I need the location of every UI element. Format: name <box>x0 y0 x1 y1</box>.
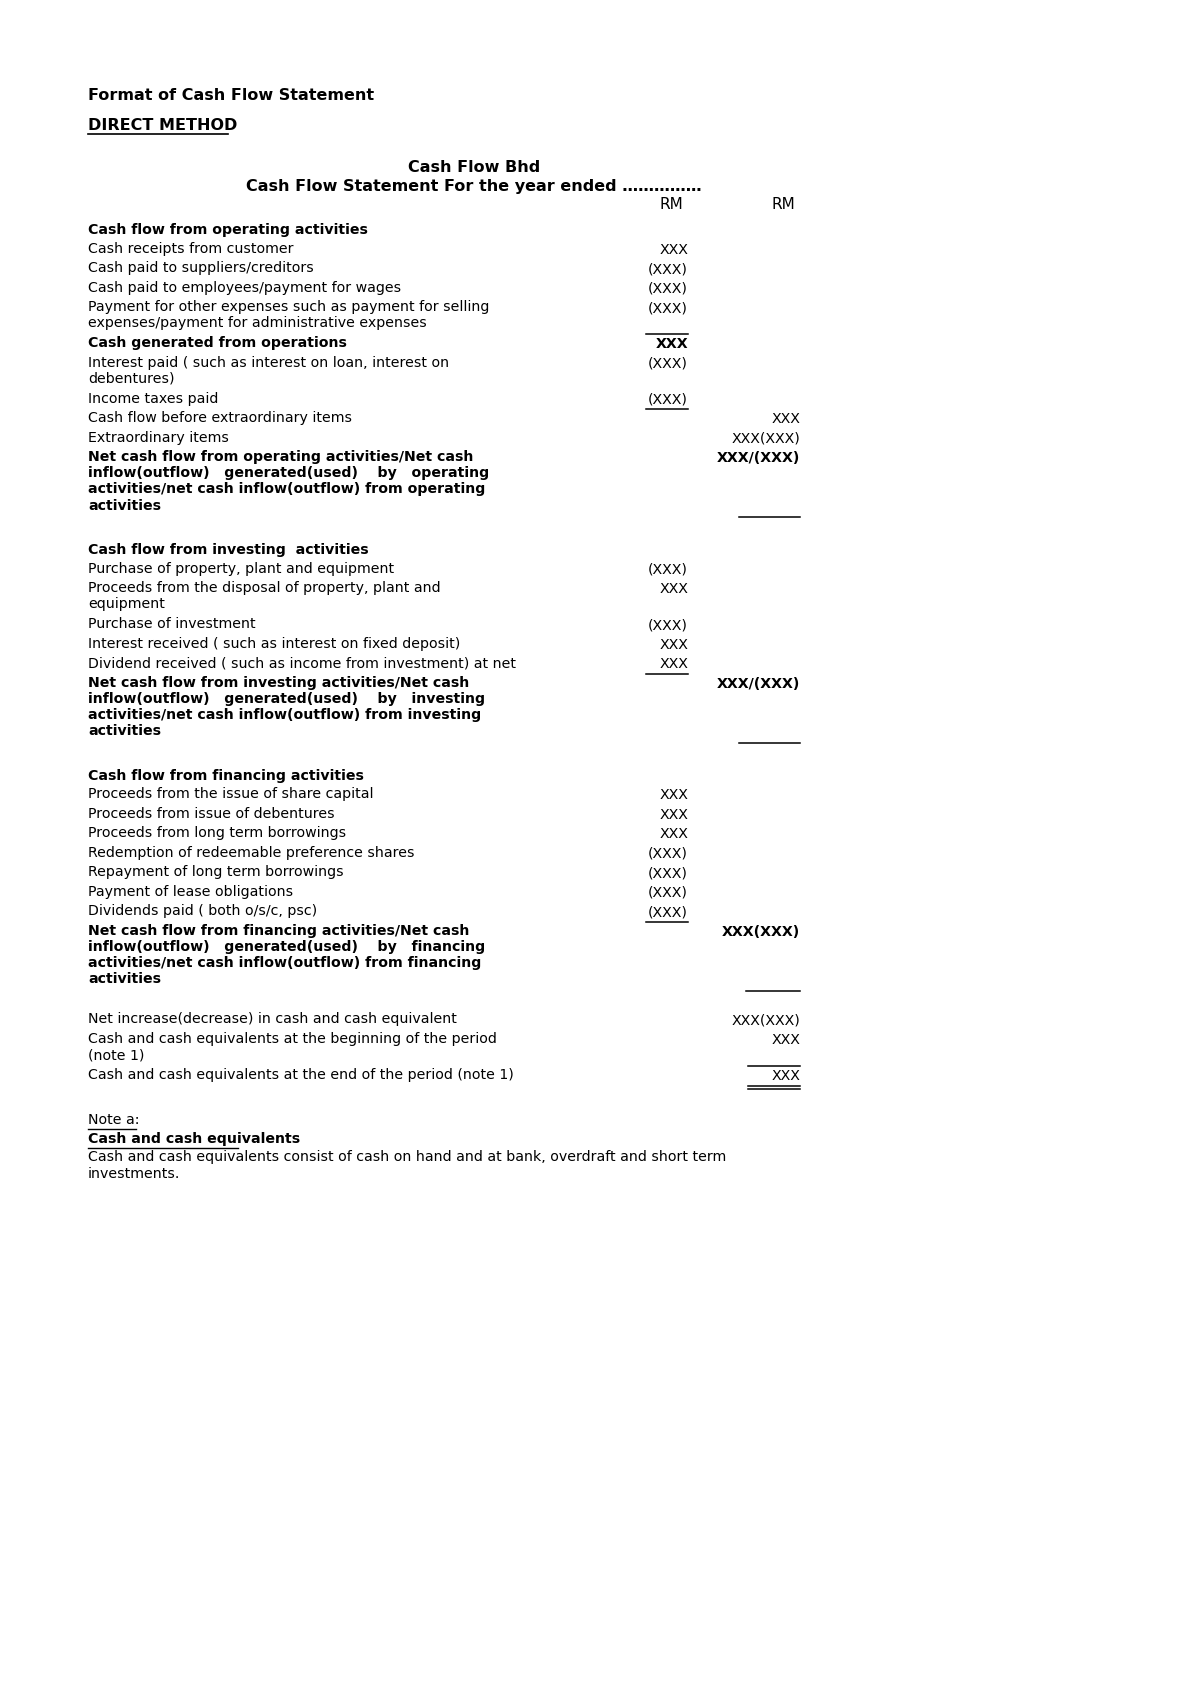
Text: Note a:: Note a: <box>88 1114 139 1127</box>
Text: Net cash flow from operating activities/Net cash
inflow(outflow)   generated(use: Net cash flow from operating activities/… <box>88 450 490 513</box>
Text: XXX(XXX): XXX(XXX) <box>721 924 800 939</box>
Text: Net increase(decrease) in cash and cash equivalent: Net increase(decrease) in cash and cash … <box>88 1012 457 1027</box>
Text: XXX: XXX <box>772 1070 800 1083</box>
Text: XXX: XXX <box>772 413 800 426</box>
Text: (XXX): (XXX) <box>648 301 688 316</box>
Text: XXX: XXX <box>659 827 688 841</box>
Text: Redemption of redeemable preference shares: Redemption of redeemable preference shar… <box>88 846 414 859</box>
Text: XXX/(XXX): XXX/(XXX) <box>716 676 800 691</box>
Text: XXX(XXX): XXX(XXX) <box>731 431 800 445</box>
Text: Cash flow before extraordinary items: Cash flow before extraordinary items <box>88 411 352 424</box>
Text: (XXX): (XXX) <box>648 392 688 406</box>
Text: Dividend received ( such as income from investment) at net: Dividend received ( such as income from … <box>88 655 516 671</box>
Text: (XXX): (XXX) <box>648 885 688 900</box>
Text: Cash flow from financing activities: Cash flow from financing activities <box>88 769 364 783</box>
Text: (XXX): (XXX) <box>648 847 688 861</box>
Text: XXX: XXX <box>772 1032 800 1048</box>
Text: XXX(XXX): XXX(XXX) <box>731 1014 800 1027</box>
Text: Cash flow from operating activities: Cash flow from operating activities <box>88 222 368 238</box>
Text: Proceeds from long term borrowings: Proceeds from long term borrowings <box>88 825 346 841</box>
Text: (XXX): (XXX) <box>648 618 688 632</box>
Text: Purchase of property, plant and equipment: Purchase of property, plant and equipmen… <box>88 562 394 576</box>
Text: XXX: XXX <box>659 637 688 652</box>
Text: Net cash flow from financing activities/Net cash
inflow(outflow)   generated(use: Net cash flow from financing activities/… <box>88 924 485 987</box>
Text: Payment for other expenses such as payment for selling
expenses/payment for admi: Payment for other expenses such as payme… <box>88 301 490 329</box>
Text: Repayment of long term borrowings: Repayment of long term borrowings <box>88 864 343 880</box>
Text: RM: RM <box>659 197 683 212</box>
Text: Cash and cash equivalents at the end of the period (note 1): Cash and cash equivalents at the end of … <box>88 1068 514 1082</box>
Text: Cash and cash equivalents at the beginning of the period
(note 1): Cash and cash equivalents at the beginni… <box>88 1032 497 1063</box>
Text: investments.: investments. <box>88 1167 180 1182</box>
Text: Cash Flow Statement For the year ended ……………: Cash Flow Statement For the year ended …… <box>246 178 702 194</box>
Text: (XXX): (XXX) <box>648 562 688 577</box>
Text: Proceeds from the disposal of property, plant and
equipment: Proceeds from the disposal of property, … <box>88 581 440 611</box>
Text: Cash and cash equivalents: Cash and cash equivalents <box>88 1133 300 1146</box>
Text: Format of Cash Flow Statement: Format of Cash Flow Statement <box>88 88 374 104</box>
Text: Cash and cash equivalents consist of cash on hand and at bank, overdraft and sho: Cash and cash equivalents consist of cas… <box>88 1151 726 1165</box>
Text: RM: RM <box>772 197 796 212</box>
Text: Cash paid to employees/payment for wages: Cash paid to employees/payment for wages <box>88 280 401 294</box>
Text: Cash flow from investing  activities: Cash flow from investing activities <box>88 543 368 557</box>
Text: (XXX): (XXX) <box>648 866 688 880</box>
Text: Proceeds from issue of debentures: Proceeds from issue of debentures <box>88 807 335 820</box>
Text: Proceeds from the issue of share capital: Proceeds from the issue of share capital <box>88 786 373 801</box>
Text: DIRECT METHOD: DIRECT METHOD <box>88 117 238 132</box>
Text: (XXX): (XXX) <box>648 261 688 277</box>
Text: Extraordinary items: Extraordinary items <box>88 431 229 445</box>
Text: Purchase of investment: Purchase of investment <box>88 616 256 632</box>
Text: Payment of lease obligations: Payment of lease obligations <box>88 885 293 898</box>
Text: (XXX): (XXX) <box>648 282 688 295</box>
Text: (XXX): (XXX) <box>648 905 688 919</box>
Text: Interest received ( such as interest on fixed deposit): Interest received ( such as interest on … <box>88 637 461 650</box>
Text: Dividends paid ( both o/s/c, psc): Dividends paid ( both o/s/c, psc) <box>88 903 317 919</box>
Text: Interest paid ( such as interest on loan, interest on
debentures): Interest paid ( such as interest on loan… <box>88 355 449 385</box>
Text: Income taxes paid: Income taxes paid <box>88 392 218 406</box>
Text: XXX: XXX <box>655 336 688 351</box>
Text: Cash Flow Bhd: Cash Flow Bhd <box>408 160 540 175</box>
Text: XXX/(XXX): XXX/(XXX) <box>716 452 800 465</box>
Text: Cash generated from operations: Cash generated from operations <box>88 336 347 350</box>
Text: XXX: XXX <box>659 808 688 822</box>
Text: XXX: XXX <box>659 657 688 671</box>
Text: XXX: XXX <box>659 582 688 596</box>
Text: (XXX): (XXX) <box>648 357 688 370</box>
Text: XXX: XXX <box>659 788 688 801</box>
Text: Net cash flow from investing activities/Net cash
inflow(outflow)   generated(use: Net cash flow from investing activities/… <box>88 676 485 739</box>
Text: Cash paid to suppliers/creditors: Cash paid to suppliers/creditors <box>88 261 313 275</box>
Text: Cash receipts from customer: Cash receipts from customer <box>88 241 294 255</box>
Text: XXX: XXX <box>659 243 688 256</box>
